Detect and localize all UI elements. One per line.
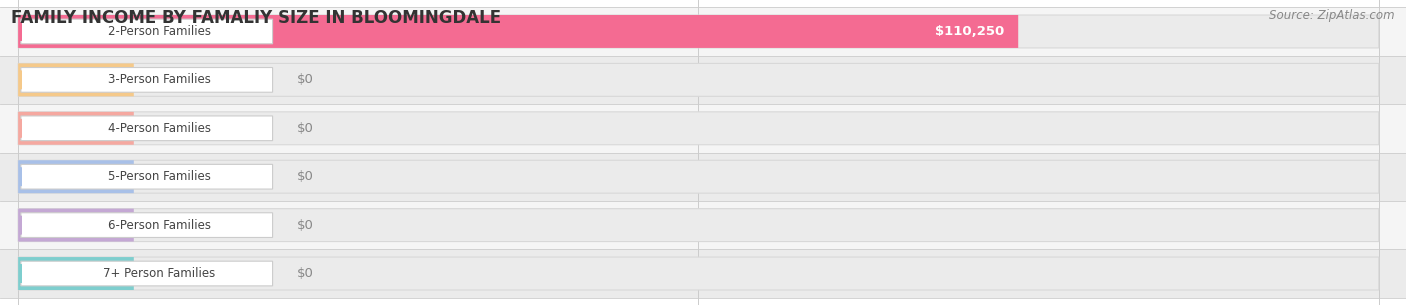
Text: Source: ZipAtlas.com: Source: ZipAtlas.com (1270, 9, 1395, 22)
Bar (0, 201, 1406, 249)
FancyBboxPatch shape (18, 63, 134, 96)
FancyBboxPatch shape (21, 164, 273, 189)
FancyBboxPatch shape (21, 261, 273, 286)
Text: 5-Person Families: 5-Person Families (108, 170, 211, 183)
FancyBboxPatch shape (18, 15, 1018, 48)
FancyBboxPatch shape (18, 209, 1379, 242)
FancyBboxPatch shape (21, 213, 273, 238)
FancyBboxPatch shape (21, 19, 273, 44)
Text: 4-Person Families: 4-Person Families (108, 122, 211, 135)
FancyBboxPatch shape (18, 257, 134, 290)
Bar (0, 152, 1406, 201)
Text: $0: $0 (297, 267, 314, 280)
FancyBboxPatch shape (21, 116, 273, 141)
Bar (0, 249, 1406, 298)
Bar (0, 56, 1406, 104)
FancyBboxPatch shape (18, 112, 1379, 145)
Bar (0, 104, 1406, 152)
FancyBboxPatch shape (18, 63, 1379, 96)
Text: 6-Person Families: 6-Person Families (108, 219, 211, 231)
FancyBboxPatch shape (18, 160, 1379, 193)
FancyBboxPatch shape (18, 160, 134, 193)
Text: FAMILY INCOME BY FAMALIY SIZE IN BLOOMINGDALE: FAMILY INCOME BY FAMALIY SIZE IN BLOOMIN… (11, 9, 502, 27)
Text: $0: $0 (297, 170, 314, 183)
FancyBboxPatch shape (18, 112, 134, 145)
Text: 3-Person Families: 3-Person Families (108, 74, 211, 86)
FancyBboxPatch shape (21, 67, 273, 92)
Text: 2-Person Families: 2-Person Families (108, 25, 211, 38)
FancyBboxPatch shape (18, 209, 134, 242)
FancyBboxPatch shape (18, 15, 1379, 48)
FancyBboxPatch shape (18, 257, 1379, 290)
Text: $0: $0 (297, 74, 314, 86)
Text: $0: $0 (297, 219, 314, 231)
Text: $0: $0 (297, 122, 314, 135)
Text: $110,250: $110,250 (935, 25, 1005, 38)
Text: 7+ Person Families: 7+ Person Families (103, 267, 215, 280)
Bar (0, 7, 1406, 56)
